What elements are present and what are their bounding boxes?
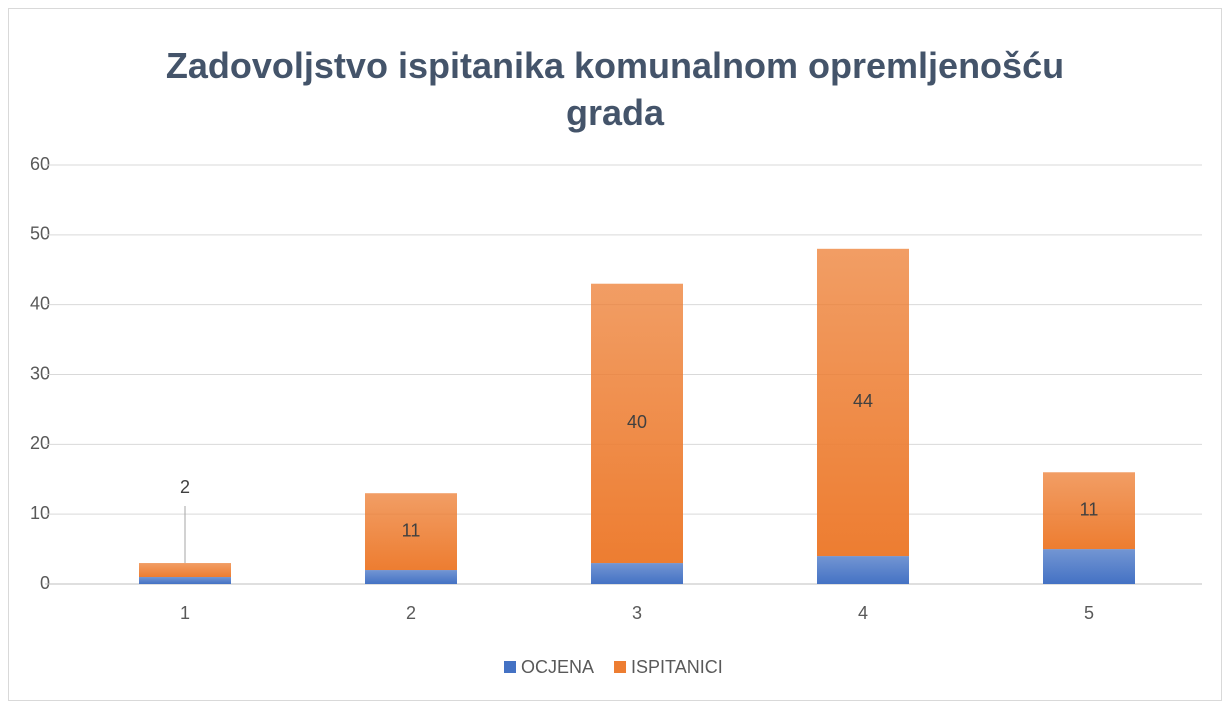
legend-label: ISPITANICI <box>631 657 723 677</box>
y-tick-label: 40 <box>30 293 50 313</box>
y-tick-label: 50 <box>30 224 50 244</box>
legend-swatch <box>504 661 516 673</box>
legend-label: OCJENA <box>521 657 594 677</box>
y-tick-label: 60 <box>30 154 50 174</box>
bar-segment <box>817 248 909 557</box>
data-label: 44 <box>853 391 873 411</box>
x-tick-label: 1 <box>180 603 190 623</box>
legend-swatch <box>614 661 627 673</box>
data-label: 11 <box>402 520 421 540</box>
bar-segment <box>139 577 231 584</box>
bar-segment <box>139 563 231 578</box>
data-label: 11 <box>1080 499 1099 519</box>
bar-segment <box>591 283 683 564</box>
bar-segment <box>1043 549 1135 584</box>
x-tick-label: 3 <box>632 603 642 623</box>
data-label: 2 <box>180 477 190 497</box>
bar-segment <box>365 570 457 584</box>
y-tick-label: 20 <box>30 433 50 453</box>
y-tick-label: 10 <box>30 503 50 523</box>
bar-segment <box>365 493 457 571</box>
data-label: 40 <box>627 412 647 432</box>
y-tick-label: 0 <box>40 573 50 593</box>
bar-segment <box>817 556 909 584</box>
chart-title: Zadovoljstvo ispitanika komunalnom oprem… <box>166 45 1064 133</box>
bar-segment <box>591 563 683 584</box>
y-tick-label: 30 <box>30 363 50 383</box>
x-tick-label: 4 <box>858 603 868 623</box>
x-tick-label: 5 <box>1084 603 1094 623</box>
bar-segment <box>1043 472 1135 550</box>
x-tick-label: 2 <box>406 603 416 623</box>
